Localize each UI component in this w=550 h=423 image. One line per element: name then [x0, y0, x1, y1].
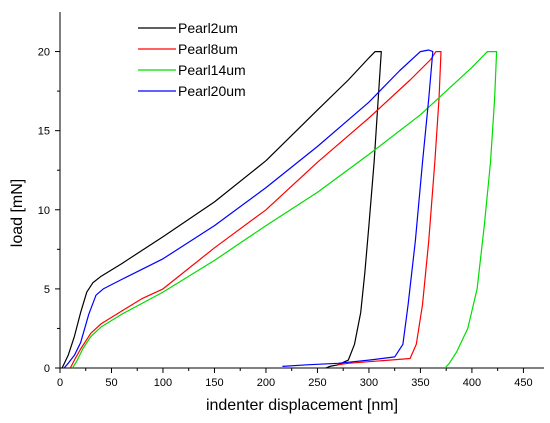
- x-tick-label: 100: [154, 377, 172, 389]
- x-tick-label: 350: [411, 377, 429, 389]
- legend: Pearl2um Pearl8um Pearl14um Pearl20um: [138, 20, 246, 99]
- series-layer: [61, 49, 498, 369]
- legend-label: Pearl2um: [178, 20, 238, 36]
- x-axis-label: indenter displacement [nm]: [206, 397, 398, 414]
- y-tick-label: 20: [38, 47, 50, 59]
- y-tick-label: 5: [44, 284, 50, 296]
- x-tick-label: 300: [360, 377, 378, 389]
- x-tick-label: 50: [105, 377, 117, 389]
- x-tick-label: 200: [257, 377, 275, 389]
- series-line-pearl14um: [71, 50, 498, 369]
- legend-label: Pearl8um: [178, 41, 238, 57]
- series-line-pearl8um: [69, 50, 442, 369]
- x-tick-label: 0: [57, 377, 63, 389]
- plot-area: 0 50 100 150 200 250 300 350 400 450 0 5 10 15 20: [38, 12, 544, 389]
- series-line-pearl20um: [63, 49, 434, 369]
- y-tick-label: 0: [44, 363, 50, 375]
- x-tick-label: 450: [514, 377, 532, 389]
- legend-label: Pearl14um: [178, 62, 246, 78]
- x-tick-label: 250: [308, 377, 326, 389]
- y-tick-label: 10: [38, 205, 50, 217]
- series-line-pearl2um: [61, 50, 382, 369]
- legend-label: Pearl20um: [178, 83, 246, 99]
- y-axis-label: load [mN]: [9, 179, 26, 247]
- x-tick-label: 150: [205, 377, 223, 389]
- x-tick-label: 400: [463, 377, 481, 389]
- y-tick-label: 15: [38, 126, 50, 138]
